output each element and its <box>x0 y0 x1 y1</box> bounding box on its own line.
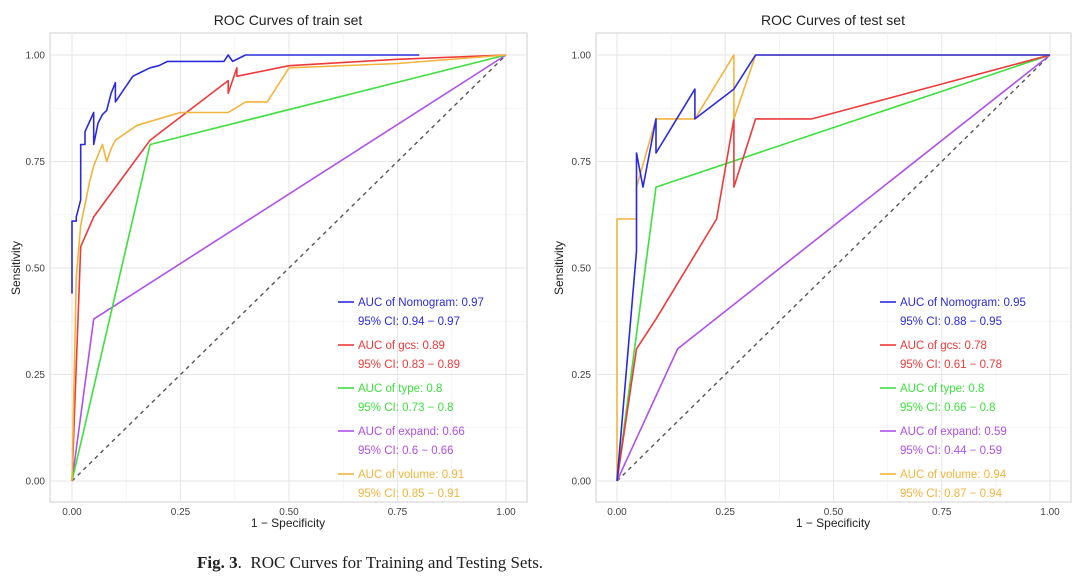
caption-text: ROC Curves for Training and Testing Sets… <box>250 553 544 572</box>
test-plot-area: 0.00 0.00 0.25 0.25 0.50 0.50 0.75 0.75 1.00 1.00… <box>572 32 1072 518</box>
train-y-tick-label: 0.25 <box>26 370 46 381</box>
test-y-axis-label: Sensitivity <box>552 241 566 295</box>
figure-caption: Fig. 3. ROC Curves for Training and Test… <box>197 553 544 572</box>
test-y-tick-label: 0.75 <box>572 157 592 168</box>
train-x-axis-label: 1 − Specificity <box>251 516 325 530</box>
test-legend-auc-nomogram: AUC of Nomogram: 0.95 <box>900 297 1026 309</box>
test-x-tick-label: 0.00 <box>607 507 627 518</box>
test-legend-ci-type: 95% CI: 0.66 − 0.8 <box>900 402 996 414</box>
train-legend-ci-type: 95% CI: 0.73 − 0.8 <box>358 402 454 414</box>
train-legend-auc-nomogram: AUC of Nomogram: 0.97 <box>358 297 484 309</box>
test-y-tick-label: 0.25 <box>572 370 592 381</box>
test-y-tick-label: 0.50 <box>572 264 592 275</box>
train-legend-auc-type: AUC of type: 0.8 <box>358 383 442 395</box>
test-legend-ci-gcs: 95% CI: 0.61 − 0.78 <box>900 359 1002 371</box>
train-y-tick-label: 0.75 <box>26 157 46 168</box>
test-legend-ci-nomogram: 95% CI: 0.88 − 0.95 <box>900 316 1002 328</box>
train-gcs-roc-line <box>71 54 507 482</box>
test-legend-auc-type: AUC of type: 0.8 <box>900 383 984 395</box>
test-x-tick-label: 0.75 <box>932 507 952 518</box>
caption-label: Fig. 3 <box>197 553 238 572</box>
train-y-axis-label: Sensitivity <box>9 241 23 295</box>
test-nomogram-roc-line <box>616 54 1050 482</box>
train-legend-ci-gcs: 95% CI: 0.83 − 0.89 <box>358 359 460 371</box>
test-chart-title: ROC Curves of test set <box>761 12 905 28</box>
test-x-tick-label: 1.00 <box>1040 507 1060 518</box>
test-diagonal-roc-line <box>616 54 1051 482</box>
train-x-tick-label: 0.00 <box>62 507 82 518</box>
train-x-tick-label: 1.00 <box>496 507 516 518</box>
test-type-roc-line <box>616 54 1051 482</box>
train-expand-roc-line <box>71 54 507 482</box>
test-x-tick-label: 0.50 <box>824 507 844 518</box>
train-nomogram-roc-line <box>71 54 420 294</box>
test-legend-ci-volume: 95% CI: 0.87 − 0.94 <box>900 488 1003 500</box>
train-legend-auc-expand: AUC of expand: 0.66 <box>358 426 465 438</box>
train-y-tick-label: 0.50 <box>26 264 46 275</box>
train-y-tick-label: 1.00 <box>26 51 46 62</box>
test-x-tick-label: 0.25 <box>716 507 736 518</box>
train-x-tick-label: 0.75 <box>388 507 408 518</box>
train-legend-ci-volume: 95% CI: 0.85 − 0.91 <box>358 488 460 500</box>
test-legend: AUC of Nomogram: 0.95 95% CI: 0.88 − 0.95… <box>880 297 1026 500</box>
train-y-tick-label: 0.00 <box>26 477 46 488</box>
train-legend-ci-nomogram: 95% CI: 0.94 − 0.97 <box>358 316 460 328</box>
test-legend-auc-expand: AUC of expand: 0.59 <box>900 426 1007 438</box>
test-legend-auc-volume: AUC of volume: 0.94 <box>900 469 1007 481</box>
test-x-axis-label: 1 − Specificity <box>796 516 870 530</box>
test-y-tick-label: 1.00 <box>572 51 592 62</box>
train-x-tick-label: 0.25 <box>171 507 191 518</box>
test-legend-ci-expand: 95% CI: 0.44 − 0.59 <box>900 445 1002 457</box>
train-plot-area: 0.00 0.00 0.25 0.25 0.50 0.50 0.75 0.75 1.00 1.00… <box>26 32 528 518</box>
test-panel: ROC Curves of test set 0.000.000.250.250… <box>552 12 1072 530</box>
train-legend-auc-gcs: AUC of gcs: 0.89 <box>358 340 445 352</box>
test-y-tick-label: 0.00 <box>572 477 592 488</box>
train-type-roc-line <box>71 54 507 482</box>
test-legend-auc-gcs: AUC of gcs: 0.78 <box>900 340 987 352</box>
train-diagonal-roc-line <box>71 54 507 482</box>
train-legend-auc-volume: AUC of volume: 0.91 <box>358 469 464 481</box>
train-legend-ci-expand: 95% CI: 0.6 − 0.66 <box>358 445 454 457</box>
train-legend: AUC of Nomogram: 0.97 95% CI: 0.94 − 0.97… <box>338 297 484 500</box>
test-expand-roc-line <box>616 54 1051 482</box>
train-x-tick-label: 0.50 <box>279 507 299 518</box>
train-chart-title: ROC Curves of train set <box>214 12 363 28</box>
roc-figure: ROC Curves of train set 0.00 0.00 0.25 0.25… <box>9 12 1072 530</box>
train-panel: ROC Curves of train set 0.00 0.00 0.25 0.25… <box>9 12 528 530</box>
train-volume-roc-line <box>71 54 507 482</box>
